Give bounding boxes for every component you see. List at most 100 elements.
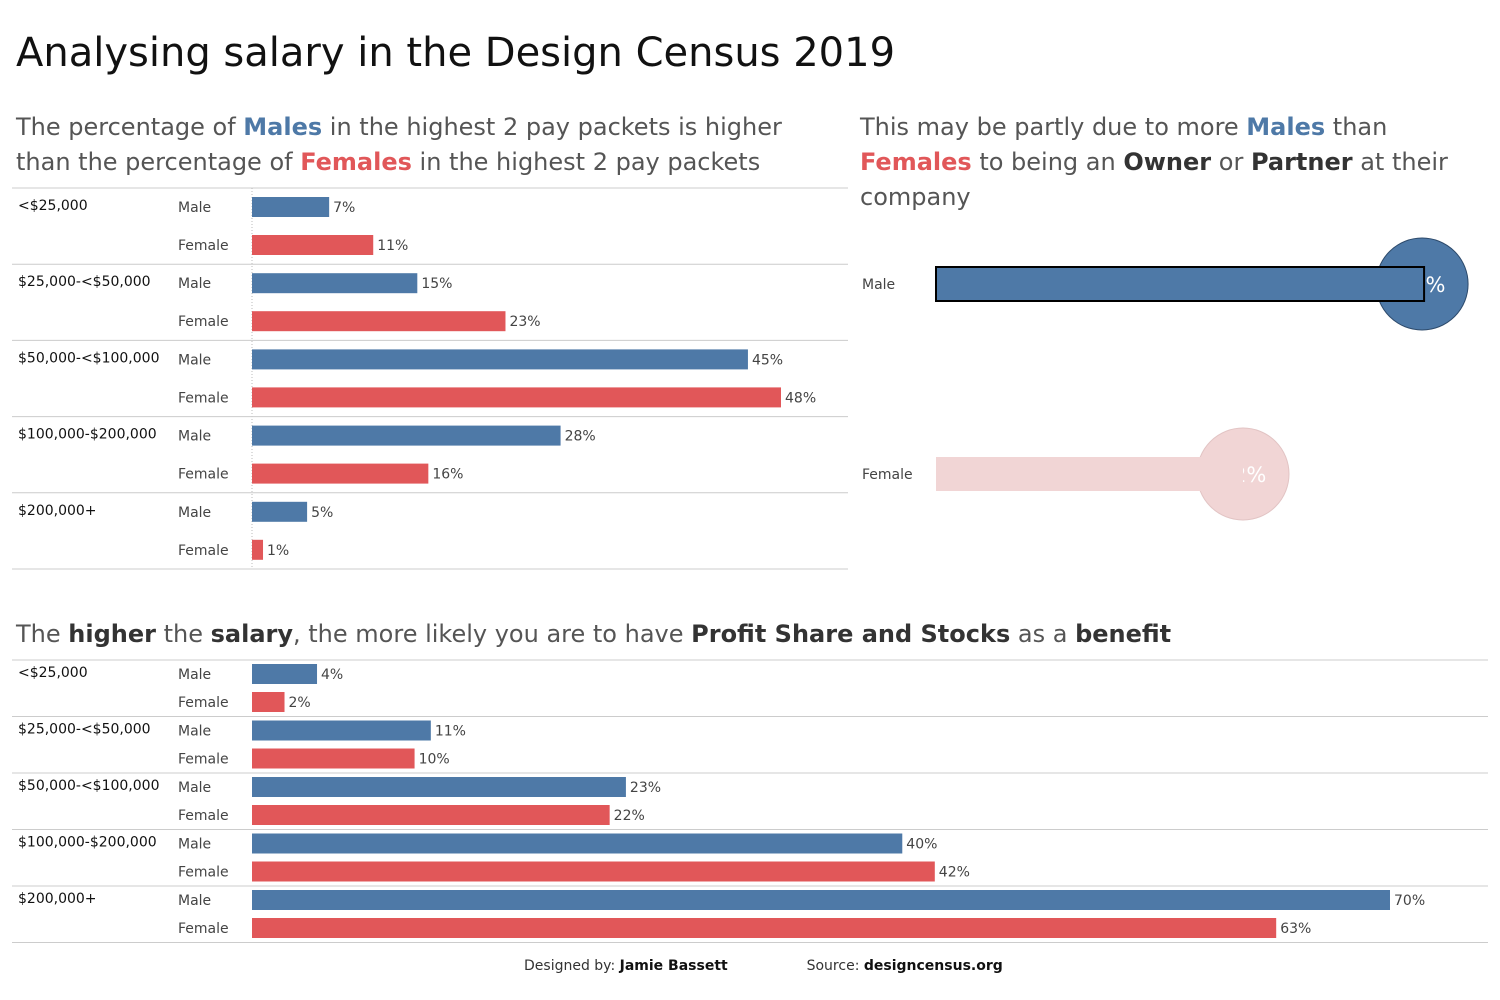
title-part: as a — [1010, 620, 1076, 648]
value-label: 11% — [435, 724, 466, 740]
category-label: <$25,000 — [18, 665, 88, 681]
bar — [252, 463, 429, 484]
footer-source: designcensus.org — [863, 958, 1003, 974]
series-label: Female — [178, 695, 229, 711]
value-label: 11% — [377, 238, 408, 254]
value-label: 40% — [906, 837, 937, 853]
bar — [252, 235, 374, 255]
footer-label: Source: — [806, 958, 860, 974]
bar — [935, 266, 1426, 302]
series-label: Male — [178, 667, 211, 683]
series-label: Male — [178, 780, 211, 796]
title-part: in the highest 2 pay packets — [411, 148, 761, 176]
series-label: Male — [178, 352, 211, 368]
title-part: salary — [210, 620, 294, 648]
title-part: higher — [68, 620, 156, 648]
title-part: Females — [300, 148, 412, 176]
category-label: <$25,000 — [18, 198, 88, 214]
series-label: Male — [178, 837, 211, 853]
chart-title: The higher the salary, the more likely y… — [16, 617, 1416, 652]
value-label: 42% — [939, 865, 970, 881]
value-label: 48% — [785, 390, 816, 406]
category-label: $25,000-<$50,000 — [18, 722, 151, 738]
value-label: 2% — [289, 695, 311, 711]
chart-title: The percentage of Males in the highest 2… — [16, 110, 816, 180]
series-label: Male — [178, 893, 211, 909]
title-part: Females — [860, 148, 972, 176]
value-label: 10% — [419, 752, 450, 768]
bar — [252, 311, 506, 332]
bar — [252, 349, 748, 370]
series-label: Male — [178, 724, 211, 740]
value-label: 23% — [509, 314, 540, 330]
series-label: Male — [178, 505, 211, 521]
footer-label: Designed by: — [524, 958, 616, 974]
bar — [252, 273, 418, 294]
title-part: than — [1325, 113, 1388, 141]
value-label: 7% — [333, 200, 355, 216]
bar — [252, 501, 308, 522]
series-label: Male — [178, 200, 211, 216]
series-label: Female — [178, 865, 229, 881]
category-label: $200,000+ — [18, 503, 97, 519]
title-part: Partner — [1250, 148, 1353, 176]
title-part: in the highest 2 pay packets is higher t… — [16, 113, 782, 176]
title-part: at their company — [860, 148, 1448, 211]
title-part: to being an — [971, 148, 1124, 176]
category-label: Male — [862, 277, 895, 293]
value-label: 15% — [421, 276, 452, 292]
value-label: 63% — [1280, 921, 1311, 937]
title-part: or — [1211, 148, 1251, 176]
value-label: 5% — [311, 505, 333, 521]
value-label: 16% — [432, 467, 463, 483]
title-part: Owner — [1123, 148, 1212, 176]
value-label: 45% — [752, 352, 783, 368]
category-label: $25,000-<$50,000 — [18, 274, 151, 290]
series-label: Male — [178, 276, 211, 292]
title-part: , the more likely you are to have — [293, 620, 692, 648]
category-label: $50,000-<$100,000 — [18, 350, 159, 366]
value-label: 23% — [630, 780, 661, 796]
bar — [252, 748, 415, 769]
title-part: The percentage of — [16, 113, 244, 141]
bar — [936, 457, 1243, 491]
value-label: 22% — [614, 808, 645, 824]
series-label: Female — [178, 543, 229, 559]
bar — [252, 805, 610, 825]
series-label: Female — [178, 467, 229, 483]
bar — [252, 425, 561, 446]
bar — [252, 833, 903, 854]
chart-title: This may be partly due to more Males tha… — [860, 110, 1480, 215]
category-label: $100,000-$200,000 — [18, 427, 157, 443]
series-label: Female — [178, 921, 229, 937]
bar — [252, 539, 264, 560]
title-part: The — [16, 620, 69, 648]
bar — [252, 720, 431, 741]
series-label: Female — [178, 238, 229, 254]
series-label: Female — [178, 752, 229, 768]
footer: Designed by: Jamie Bassett Source: desig… — [524, 958, 1003, 974]
title-part: Males — [243, 113, 323, 141]
title-part: This may be partly due to more — [860, 113, 1247, 141]
value-label: 4% — [321, 667, 343, 683]
series-label: Female — [178, 314, 229, 330]
bar — [252, 777, 626, 797]
value-label: 1% — [267, 543, 289, 559]
title-part: benefit — [1075, 620, 1172, 648]
series-label: Male — [178, 429, 211, 445]
bar — [252, 890, 1390, 910]
bar — [252, 692, 285, 712]
bar — [252, 664, 318, 684]
value-label: 28% — [565, 429, 596, 445]
bar — [252, 197, 330, 217]
series-label: Female — [178, 808, 229, 824]
bar — [252, 918, 1277, 938]
category-label: Female — [862, 467, 913, 483]
category-label: $100,000-$200,000 — [18, 835, 157, 851]
page-title: Analysing salary in the Design Census 20… — [16, 30, 896, 76]
series-label: Female — [178, 390, 229, 406]
bar — [252, 861, 935, 882]
value-label: 70% — [1394, 893, 1425, 909]
title-part: Profit Share and Stocks — [691, 620, 1011, 648]
